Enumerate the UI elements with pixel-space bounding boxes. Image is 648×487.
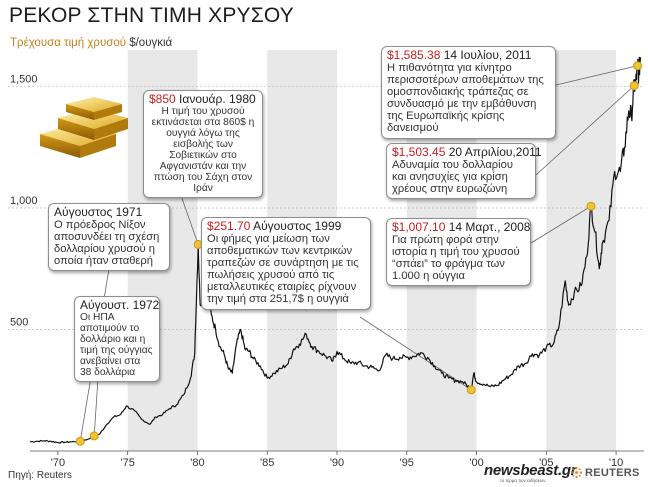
- callout-jan1980-head: Ιανουάρ. 1980: [179, 92, 256, 106]
- callout-jan1980-value: $850: [149, 92, 176, 106]
- callout-apr2011-body: Αδυναμία του δολλαρίου και ανησυχίες για…: [392, 158, 513, 196]
- callout-jul2011: $1,585.38 14 Ιουλίου, 2011 Η πιθανότητα …: [381, 46, 556, 139]
- callout-mar2008-value: $1,007.10: [392, 220, 446, 234]
- callout-aug1999-headline: $251.70 Αύγουστος 1999: [207, 220, 365, 233]
- highlight-point-3: [466, 385, 476, 395]
- x-axis-ticks: '70 '75 '80 '85 '90 '95 '00 '05 '10: [51, 451, 623, 469]
- callout-apr2011-headline: $1,503.45 20 Απριλίου,2011: [392, 145, 542, 159]
- callout-apr2011: $1,503.45 20 Απριλίου,2011 Αδυναμία του …: [386, 143, 542, 200]
- highlight-point-0: [75, 436, 85, 446]
- highlight-markers: [75, 61, 643, 446]
- callout-aug1972-body: Οι ΗΠΑ αποτιμούν το δολλάριο και η τιμή …: [80, 311, 153, 379]
- chart-title: ΡΕΚΟΡ ΣΤΗΝ ΤΙΜΗ ΧΡΥΣΟΥ: [9, 4, 294, 27]
- leader-line-1: [93, 377, 99, 436]
- newsbeast-tagline: το τέρμα των ειδήσεων: [500, 478, 546, 483]
- callout-jul2011-headline: $1,585.38 14 Ιουλίου, 2011: [387, 49, 550, 62]
- callout-mar2008-body: Για πρώτη φορά στην ιστορία η τιμή του χ…: [392, 233, 520, 283]
- callout-aug1971-body: Ο πρόεδρος Νίξον αποσυνδέει τη σχέση δολ…: [54, 218, 160, 268]
- callout-aug1999: $251.70 Αύγουστος 1999 Οι φήμες για μείω…: [201, 217, 371, 310]
- subtitle-text: Τρέχουσα τιμή χρυσού: [10, 37, 127, 49]
- callout-jul2011-value: $1,585.38: [387, 48, 441, 62]
- y-axis-ticks: 500 1,000 1,500: [10, 73, 38, 328]
- callout-aug1972: Αύγουστ. 1972 Οι ΗΠΑ αποτιμούν το δολλάρ…: [74, 296, 160, 383]
- callout-aug1971: Αύγουστος 1971 Ο πρόεδρος Νίξον αποσυνδέ…: [48, 203, 170, 272]
- callout-apr2011-value: $1,503.45: [392, 145, 446, 159]
- leader-line-4: [530, 205, 592, 244]
- highlight-point-4: [586, 201, 596, 211]
- callout-jan1980: $850 Ιανουάρ. 1980 Η τιμή του χρυσού εκτ…: [143, 90, 263, 199]
- callout-jul2011-body: Η πιθανότητα για κίνητρο περισσοτέρων απ…: [387, 61, 544, 135]
- chart-subtitle: Τρέχουσα τιμή χρυσού $/ουγκιά: [10, 37, 172, 49]
- x-tick-label-1980: '80: [190, 457, 204, 469]
- highlight-point-1: [89, 431, 99, 441]
- callout-aug1999-head: Αύγουστος 1999: [253, 219, 342, 233]
- callout-mar2008-headline: $1,007.10 14 Μαρτ., 2008: [392, 220, 530, 234]
- callout-jan1980-body: Η τιμή του χρυσού εκτινάσεται στα 860$ η…: [151, 105, 255, 195]
- gold-bars-icon: [40, 97, 128, 158]
- x-tick-label-2000: '00: [469, 457, 483, 469]
- callout-aug1999-value: $251.70: [207, 219, 251, 233]
- reuters-logo: REUTERS: [585, 467, 640, 479]
- leader-line-3: [359, 316, 472, 391]
- y-tick-label-1500: 1,500: [10, 73, 38, 85]
- band-2005: [546, 50, 617, 451]
- leader-line-5: [535, 85, 635, 176]
- callout-mar2008: $1,007.10 14 Μαρτ., 2008 Για πρώτη φορά …: [386, 218, 531, 287]
- series-line-gold-price: [29, 56, 642, 444]
- x-tick-label-1990: '90: [330, 457, 344, 469]
- callout-jan1980-headline: $850 Ιανουάρ. 1980: [149, 93, 257, 106]
- x-tick-label-2010: '10: [609, 457, 623, 469]
- y-tick-label-1000: 1,000: [10, 195, 38, 207]
- callout-aug1999-body: Οι φήμες για μείωση των αποθεματικών των…: [207, 232, 359, 306]
- x-tick-label-1975: '75: [121, 457, 135, 469]
- unit-label: $/ουγκιά: [129, 37, 173, 49]
- callout-apr2011-head: 20 Απριλίου,2011: [448, 145, 542, 159]
- reuters-icon: [570, 466, 583, 479]
- source-note: Πηγή: Reuters: [8, 470, 72, 481]
- y-tick-label-500: 500: [10, 316, 28, 328]
- highlight-point-5: [629, 81, 639, 91]
- highlight-point-6: [633, 61, 643, 71]
- x-tick-label-2005: '05: [539, 457, 553, 469]
- x-tick-label-1995: '95: [400, 457, 414, 469]
- callout-aug1972-head: Αύγουστ. 1972: [80, 298, 160, 312]
- leader-line-6: [555, 65, 638, 86]
- newsbeast-logo: newsbeast.gr: [484, 462, 577, 479]
- callout-aug1971-head: Αύγουστος 1971: [54, 205, 143, 219]
- callout-mar2008-head: 14 Μαρτ., 2008: [448, 220, 531, 234]
- callout-jul2011-head: 14 Ιουλίου, 2011: [443, 48, 532, 62]
- x-tick-label-1985: '85: [260, 457, 274, 469]
- x-tick-label-1970: '70: [51, 457, 65, 469]
